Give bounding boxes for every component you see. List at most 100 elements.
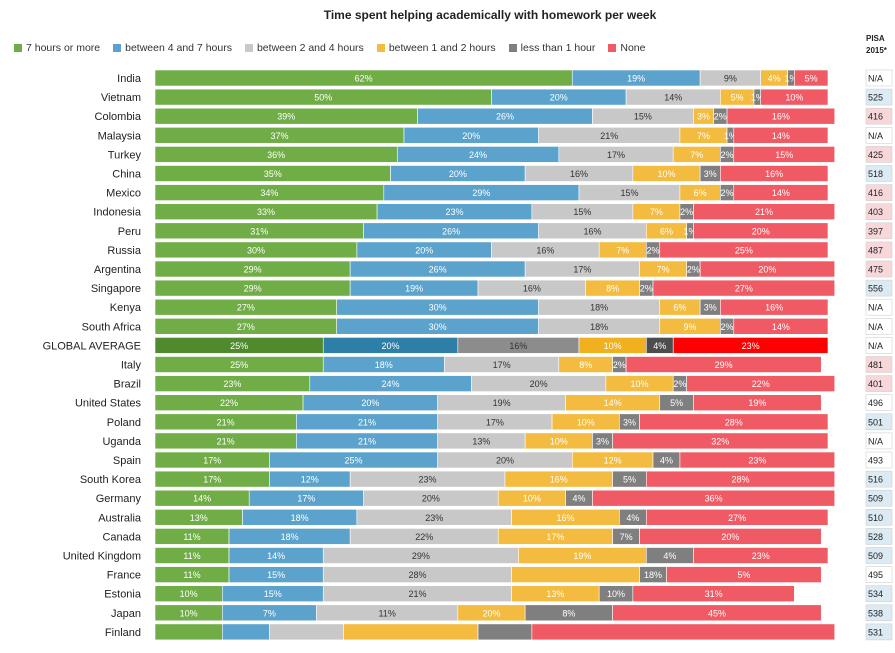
data-label: 7% [616, 245, 629, 255]
legend-swatch [508, 44, 517, 52]
data-label: 28% [408, 570, 426, 580]
pisa-cell [865, 222, 893, 240]
pisa-value: 516 [868, 475, 883, 485]
legend-item: 7 hours or more [14, 42, 100, 54]
data-label: 8% [579, 360, 592, 370]
pisa-cell [865, 375, 893, 392]
pisa-cell [865, 566, 893, 583]
data-label: 20% [449, 169, 467, 179]
data-label: 16% [570, 169, 588, 179]
data-label: 20% [530, 379, 548, 389]
pisa-cell [865, 394, 893, 412]
data-label: 16% [765, 303, 783, 313]
data-label: 4% [660, 456, 673, 466]
pisa-value: 531 [868, 627, 883, 637]
data-label: 5% [670, 398, 683, 408]
data-label: 20% [422, 494, 440, 504]
pisa-cell [865, 260, 893, 278]
data-label: 18% [644, 570, 662, 580]
data-label: 20% [462, 131, 480, 141]
legend-swatch [14, 44, 22, 52]
data-label: 12% [301, 475, 319, 485]
data-label: 6% [694, 188, 707, 198]
category-label: Brazil [113, 379, 141, 391]
data-label: 17% [203, 475, 221, 485]
pisa-cell [865, 585, 893, 603]
data-label: 2% [687, 265, 700, 275]
data-label: 10% [180, 589, 198, 599]
bar-segment [693, 222, 829, 240]
category-label: Australia [98, 512, 142, 524]
data-label: 16% [523, 284, 541, 294]
category-label: Germany [96, 493, 142, 505]
data-label: 35% [264, 169, 282, 179]
data-label: 4% [626, 513, 639, 523]
data-label: 19% [573, 551, 591, 561]
data-label: 26% [442, 226, 460, 236]
bar-segment [686, 375, 836, 392]
data-label: 8% [562, 608, 575, 618]
data-label: 21% [217, 436, 235, 446]
data-label: 45% [708, 608, 726, 618]
data-label: 19% [493, 398, 511, 408]
data-label: 7% [690, 150, 703, 160]
data-label: 16% [550, 475, 568, 485]
data-label: 10% [785, 93, 803, 103]
bar-segment [639, 528, 822, 545]
pisa-value: N/A [868, 322, 883, 332]
data-label: 62% [355, 74, 373, 84]
bar-segment [531, 623, 836, 641]
data-label: 29% [715, 360, 733, 370]
data-label: 2% [673, 379, 686, 389]
bar-segment [269, 623, 344, 641]
pisa-cell [865, 451, 893, 469]
data-label: 36% [267, 150, 285, 160]
data-label: 17% [203, 456, 221, 466]
bar-segment [693, 547, 829, 564]
legend-label: None [620, 42, 646, 54]
pisa-value: 493 [868, 456, 883, 466]
data-label: 24% [382, 379, 400, 389]
data-label: 19% [748, 398, 766, 408]
data-label: 28% [732, 475, 750, 485]
category-label: Poland [107, 417, 141, 429]
bar-segment [699, 260, 836, 278]
data-label: 16% [583, 226, 601, 236]
data-label: 5% [737, 570, 750, 580]
pisa-value: 501 [868, 417, 883, 427]
pisa-value: 425 [868, 150, 883, 160]
data-label: 5% [731, 93, 744, 103]
data-label: 2% [680, 207, 693, 217]
legend-item: between 2 and 4 hours [244, 42, 364, 54]
data-label: 10% [631, 379, 649, 389]
bar-segment [672, 337, 829, 354]
category-label: Argentina [94, 264, 142, 276]
pisa-value: 403 [868, 207, 883, 217]
data-label: 17% [573, 265, 591, 275]
data-label: 20% [550, 93, 568, 103]
pisa-value: 534 [868, 589, 883, 599]
legend-item: None [608, 42, 645, 54]
category-label: GLOBAL AVERAGE [43, 340, 141, 352]
data-label: 10% [604, 341, 622, 351]
category-label: Peru [118, 226, 141, 238]
data-label: 12% [604, 456, 622, 466]
bar-segment [733, 146, 836, 163]
data-label: 30% [429, 322, 447, 332]
data-label: 15% [267, 570, 285, 580]
data-label: 23% [742, 341, 760, 351]
category-label: South Africa [82, 321, 142, 333]
pisa-value: 401 [868, 379, 883, 389]
data-label: 31% [705, 589, 723, 599]
pisa-cell [865, 337, 893, 354]
bar-segment [720, 165, 829, 182]
legend-swatch [113, 44, 122, 52]
bar-segment [343, 623, 479, 641]
data-label: 31% [250, 226, 268, 236]
pisa-cell [865, 203, 893, 220]
data-label: 34% [260, 188, 278, 198]
data-label: 37% [270, 131, 288, 141]
pisa-value: N/A [868, 131, 883, 141]
data-label: 18% [590, 322, 608, 332]
pisa-value: N/A [868, 341, 883, 351]
